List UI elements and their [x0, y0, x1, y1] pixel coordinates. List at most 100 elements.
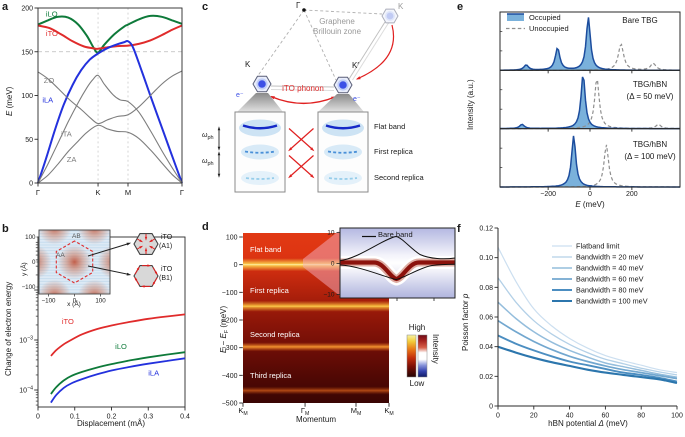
- svg-text:iTO: iTO: [46, 29, 58, 38]
- svg-text:0: 0: [234, 262, 238, 269]
- svg-text:0.04: 0.04: [479, 344, 493, 351]
- svg-text:0: 0: [588, 191, 592, 198]
- panel-b-inset-xlabel: x (Å): [67, 301, 81, 308]
- panel-d-xlabel: Momentum: [295, 415, 336, 424]
- panel-e-ylabel: Intensity (a.u.): [466, 79, 475, 130]
- svg-text:10−3: 10−3: [19, 336, 33, 345]
- svg-text:10−4: 10−4: [19, 386, 33, 395]
- svg-text:150: 150: [21, 49, 33, 56]
- colorbar-high-label: High: [408, 323, 426, 332]
- panel-b-ylabel: Change of electron energy: [4, 281, 13, 376]
- k-left-label: K: [245, 60, 251, 69]
- mode-a1-hexagon-icon: [133, 233, 159, 255]
- mode-a1-label-1: iTO: [161, 234, 173, 241]
- svg-text:0.2: 0.2: [107, 414, 117, 421]
- heatmap-flat-band-label: Flat band: [250, 245, 282, 254]
- colorbar-low-label: Low: [409, 379, 425, 388]
- svg-text:50: 50: [25, 137, 33, 144]
- svg-text:ΓM: ΓM: [301, 406, 309, 417]
- replica-box-left: [234, 111, 286, 193]
- k-prime-valley-hexagon-icon: [333, 76, 353, 94]
- svg-text:−300: −300: [222, 345, 238, 352]
- svg-text:K: K: [96, 188, 101, 197]
- svg-text:80: 80: [637, 413, 645, 420]
- svg-text:−100: −100: [22, 284, 36, 291]
- panel-letter-d: d: [202, 221, 209, 233]
- svg-text:0: 0: [331, 261, 335, 268]
- panel-a-ylabel: E (meV): [5, 86, 14, 116]
- spectrum-label-bare-tbg: Bare TBG: [622, 16, 658, 25]
- svg-text:200: 200: [21, 6, 33, 13]
- legend-entry-label: Bandwidth = 60 meV: [576, 275, 644, 284]
- spectrum-label-tbg-hbn-100-line2: (Δ = 100 meV): [624, 152, 676, 161]
- panel-c-diagram: [217, 8, 399, 193]
- panel-letter-a: a: [2, 1, 9, 13]
- panel-b-inset-ylabel: y (Å): [21, 262, 28, 276]
- panel-b-inset-label-aa: AA: [56, 252, 65, 259]
- panel-d-ylabel: E − EF (meV): [219, 305, 230, 353]
- svg-text:MM: MM: [351, 406, 362, 417]
- second-replica-label: Second replica: [374, 173, 424, 182]
- svg-text:100: 100: [671, 413, 683, 420]
- panel-letter-e: e: [457, 1, 464, 13]
- electron-label-left: e⁻: [236, 92, 244, 99]
- heatmap-second-replica-label: Second replica: [250, 330, 300, 339]
- panel-d-inset-bare-band: 10 0 −10: [323, 227, 456, 301]
- k-valley-hexagon-icon: [252, 75, 272, 93]
- bz-label-line2: Brillouin zone: [312, 27, 362, 36]
- svg-text:KM: KM: [384, 406, 393, 417]
- flat-band-label: Flat band: [374, 122, 406, 131]
- panel-e-spectra: −200 0 200: [499, 11, 681, 198]
- svg-text:0.02: 0.02: [479, 374, 493, 381]
- svg-text:iTO: iTO: [62, 317, 74, 326]
- svg-text:0.3: 0.3: [143, 414, 153, 421]
- k-far-valley-hexagon-icon: [381, 8, 399, 24]
- svg-text:iTA: iTA: [61, 130, 72, 139]
- panel-e-xlabel: E (meV): [575, 200, 605, 209]
- mode-b1-hexagon-icon: [133, 264, 159, 288]
- panel-f-xlabel: hBN potential Δ (meV): [548, 419, 628, 428]
- first-replica-label: First replica: [374, 147, 413, 156]
- heatmap-third-replica-label: Third replica: [250, 371, 292, 380]
- svg-text:0.06: 0.06: [479, 315, 493, 322]
- svg-text:100: 100: [25, 234, 36, 241]
- svg-text:0.10: 0.10: [479, 255, 493, 262]
- svg-text:Γ: Γ: [180, 188, 184, 197]
- svg-text:0.12: 0.12: [479, 226, 493, 233]
- spectrum-label-tbg-hbn-50-line2: (Δ = 50 meV): [626, 92, 674, 101]
- legend-entry-label: Bandwidth = 40 meV: [576, 264, 644, 273]
- panel-letter-c: c: [202, 1, 209, 13]
- panel-b-xlabel: Displacement (mÅ): [76, 419, 145, 428]
- svg-text:0: 0: [36, 414, 40, 421]
- svg-text:Γ: Γ: [36, 188, 40, 197]
- svg-text:0: 0: [32, 259, 36, 266]
- panel-letter-f: f: [457, 223, 461, 235]
- panel-letter-b: b: [2, 223, 9, 235]
- spectrum-label-tbg-hbn-50-line1: TBG/hBN: [632, 80, 668, 89]
- svg-text:10: 10: [327, 230, 335, 237]
- legend-entry-label: Bandwidth = 80 meV: [576, 286, 644, 295]
- svg-text:0: 0: [489, 404, 493, 411]
- electron-label-right: e⁻: [353, 96, 361, 103]
- omega-ph-label-2: ωph: [202, 158, 214, 167]
- intensity-colorbar: [406, 334, 428, 378]
- svg-text:ZO: ZO: [44, 76, 55, 85]
- legend-entry-label: Bandwidth = 100 meV: [576, 297, 648, 306]
- k-far-label: K: [398, 2, 404, 11]
- svg-text:100: 100: [95, 298, 106, 305]
- heatmap-first-replica-label: First replica: [250, 286, 289, 295]
- bare-band-legend-label: Bare band: [378, 230, 413, 239]
- svg-text:iLA: iLA: [148, 368, 159, 377]
- panel-f-ylabel: Poisson factor p: [461, 293, 470, 351]
- ito-phonon-label: iTO phonon: [282, 84, 324, 93]
- k-right-label: K′: [352, 61, 359, 70]
- svg-text:0: 0: [496, 413, 500, 420]
- svg-text:−500: −500: [222, 401, 238, 408]
- panel-f-legend: Flatband limit Bandwidth = 20 meV Bandwidt…: [552, 242, 648, 306]
- svg-text:iLO: iLO: [46, 10, 58, 19]
- svg-text:iLA: iLA: [42, 95, 53, 104]
- svg-text:−200: −200: [222, 318, 238, 325]
- svg-text:0.1: 0.1: [70, 414, 80, 421]
